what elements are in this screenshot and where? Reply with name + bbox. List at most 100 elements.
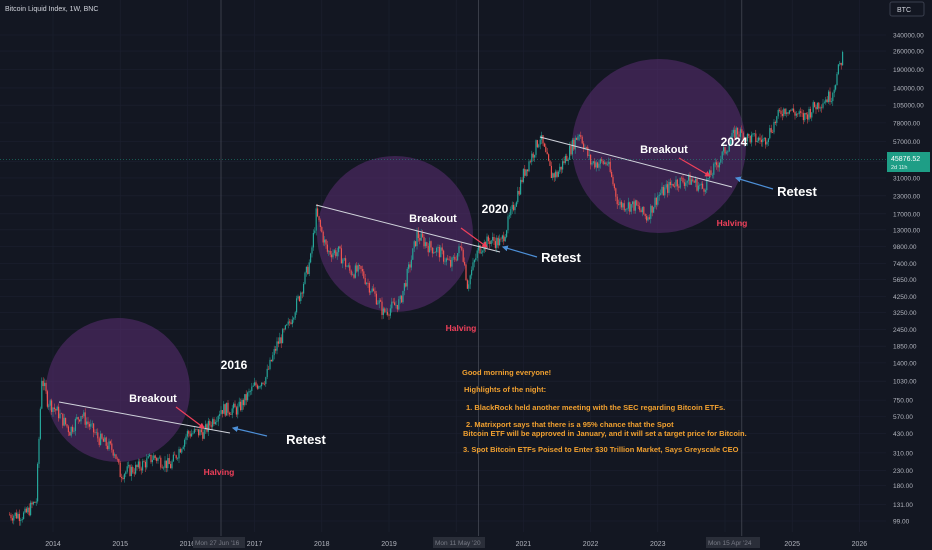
chart-title: Bitcoin Liquid Index, 1W, BNC [5, 6, 98, 13]
candle-body [52, 407, 54, 412]
candle-body [457, 253, 459, 261]
candle-body [396, 304, 398, 310]
candle-body [23, 512, 25, 519]
x-tick-label: 2023 [650, 541, 666, 548]
candle-body [751, 134, 753, 143]
candle-body [497, 237, 499, 246]
candle-body [490, 240, 492, 245]
candle-body [326, 244, 328, 252]
candle-body [350, 270, 352, 275]
candle-body [130, 467, 132, 477]
candle-body [643, 206, 645, 215]
candle-body [450, 259, 452, 267]
candle-body [784, 108, 786, 114]
candle-body [223, 404, 225, 414]
candle-body [46, 391, 48, 407]
candle-body [525, 169, 527, 176]
candle-body [165, 460, 167, 469]
candle-body [69, 432, 71, 436]
candle-body [549, 160, 551, 166]
candle-body [653, 207, 655, 213]
candle-body [347, 265, 349, 267]
candle-body [284, 325, 286, 330]
candle-body [483, 242, 485, 251]
candle-body [791, 108, 793, 111]
candle-body [353, 274, 355, 278]
candle-body [259, 386, 261, 387]
candle-body [688, 174, 690, 181]
candle-body [412, 248, 414, 260]
candle-body [245, 394, 247, 401]
candle-body [415, 241, 417, 247]
candle-body [676, 179, 678, 187]
candle-body [405, 283, 407, 287]
candle-body [286, 324, 288, 326]
candle-body [198, 429, 200, 436]
candle-body [214, 422, 216, 424]
candle-body [108, 441, 110, 450]
candle-body [410, 259, 412, 268]
candle-body [720, 159, 722, 163]
candle-body [531, 153, 533, 162]
x-tick-label: 2025 [784, 541, 800, 548]
candle-body [587, 147, 589, 156]
candle-body [98, 438, 100, 445]
candle-body [826, 99, 828, 103]
candle-body [686, 180, 688, 183]
notes-item: Bitcoin ETF will be approved in January,… [463, 429, 747, 438]
currency-button[interactable]: BTC [889, 1, 925, 17]
candle-body [578, 135, 580, 137]
candle-body [184, 439, 186, 447]
candle-body [465, 264, 467, 281]
date-label-2020: Mon 11 May '20 [435, 540, 481, 547]
candle-body [562, 161, 564, 170]
candle-body [437, 247, 439, 248]
candle-body [13, 515, 15, 521]
candle-body [406, 268, 408, 287]
candle-body [433, 252, 435, 254]
candle-body [325, 239, 327, 245]
candle-body [797, 113, 799, 115]
candle-body [717, 165, 719, 168]
candle-body [100, 433, 102, 445]
x-tick-label: 2016 [180, 541, 196, 548]
candle-body [338, 246, 340, 253]
candle-body [339, 246, 341, 249]
candle-body [291, 319, 293, 324]
candle-body [368, 283, 370, 293]
candle-body [790, 110, 792, 111]
candle-body [256, 385, 258, 389]
candle-body [559, 166, 561, 172]
candle-body [294, 312, 296, 318]
candle-body [800, 111, 802, 113]
y-tick-label: 23000.00 [893, 193, 920, 200]
candle-body [609, 161, 611, 172]
trendline [315, 204, 501, 253]
candle-body [661, 186, 663, 194]
retest-label: Retest [541, 250, 581, 265]
candle-body [35, 501, 37, 503]
candle-body [116, 458, 118, 460]
candle-body [153, 455, 155, 460]
candle-body [738, 134, 740, 137]
candle-body [623, 203, 625, 211]
candle-body [651, 205, 653, 213]
candle-body [693, 181, 695, 183]
candle-body [195, 429, 197, 430]
price-axis[interactable] [886, 0, 932, 550]
candle-body [332, 253, 334, 258]
candle-body [354, 265, 356, 278]
candle-body [756, 140, 758, 142]
candle-body [88, 424, 90, 427]
candle-body [704, 190, 706, 192]
candle-body [682, 177, 684, 183]
candle-body [438, 247, 440, 258]
candle-body [777, 109, 779, 117]
candle-body [802, 113, 804, 121]
candle-body [811, 112, 813, 118]
candle-body [91, 423, 93, 425]
candle-body [762, 138, 764, 143]
candle-body [592, 161, 594, 163]
candle-body [359, 265, 361, 266]
